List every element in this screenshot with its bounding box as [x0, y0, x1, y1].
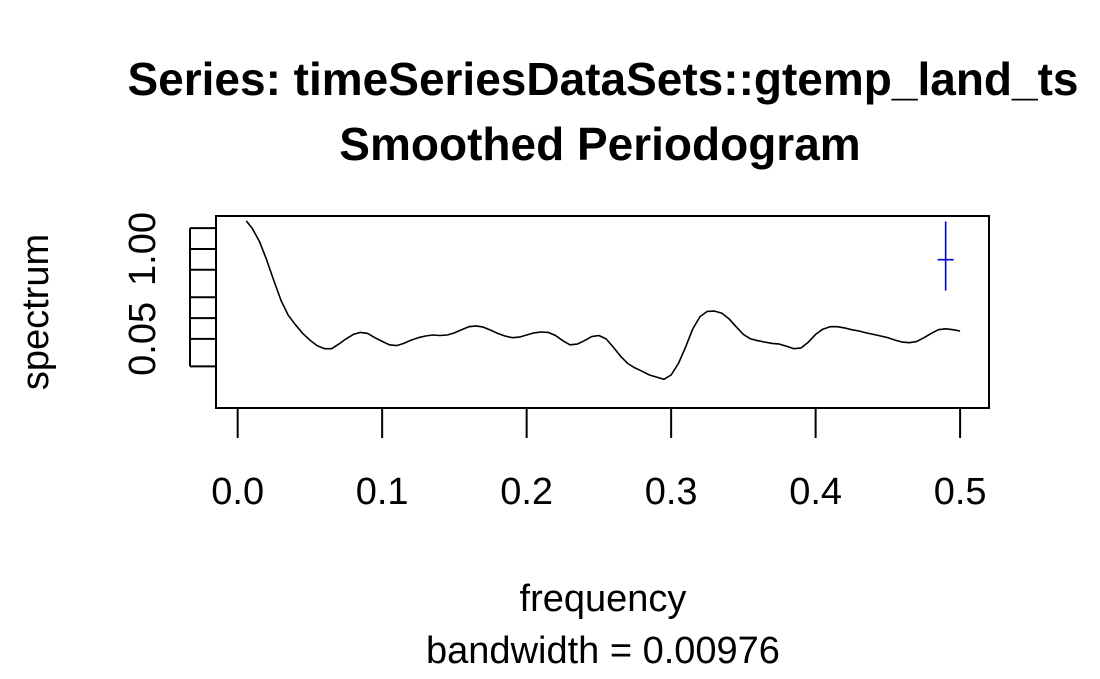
- x-tick-label: 0.5: [934, 471, 987, 513]
- x-tick-label: 0.0: [211, 471, 264, 513]
- confidence-bar: [937, 221, 954, 291]
- x-tick-label: 0.2: [500, 471, 553, 513]
- x-tick-label: 0.3: [645, 471, 698, 513]
- y-tick-label: 1.00: [122, 212, 164, 286]
- y-tick-label: 0.05: [122, 302, 164, 376]
- x-axis: 0.0 0.1 0.2 0.3 0.4 0.5: [211, 407, 987, 513]
- bandwidth-label: bandwidth = 0.00976: [426, 630, 780, 672]
- y-axis-label: spectrum: [15, 234, 57, 390]
- x-tick-label: 0.1: [356, 471, 409, 513]
- plot-frame: [215, 215, 990, 409]
- x-tick-label: 0.4: [789, 471, 842, 513]
- x-axis-label: frequency: [520, 578, 687, 620]
- chart-title-line-1: Series: timeSeriesDataSets::gtemp_land_t…: [127, 53, 1078, 105]
- y-axis: 0.05 1.00: [122, 212, 216, 376]
- series-layer: [245, 220, 961, 381]
- chart-title-line-2: Smoothed Periodogram: [339, 118, 860, 170]
- spectrum-line: [245, 220, 961, 381]
